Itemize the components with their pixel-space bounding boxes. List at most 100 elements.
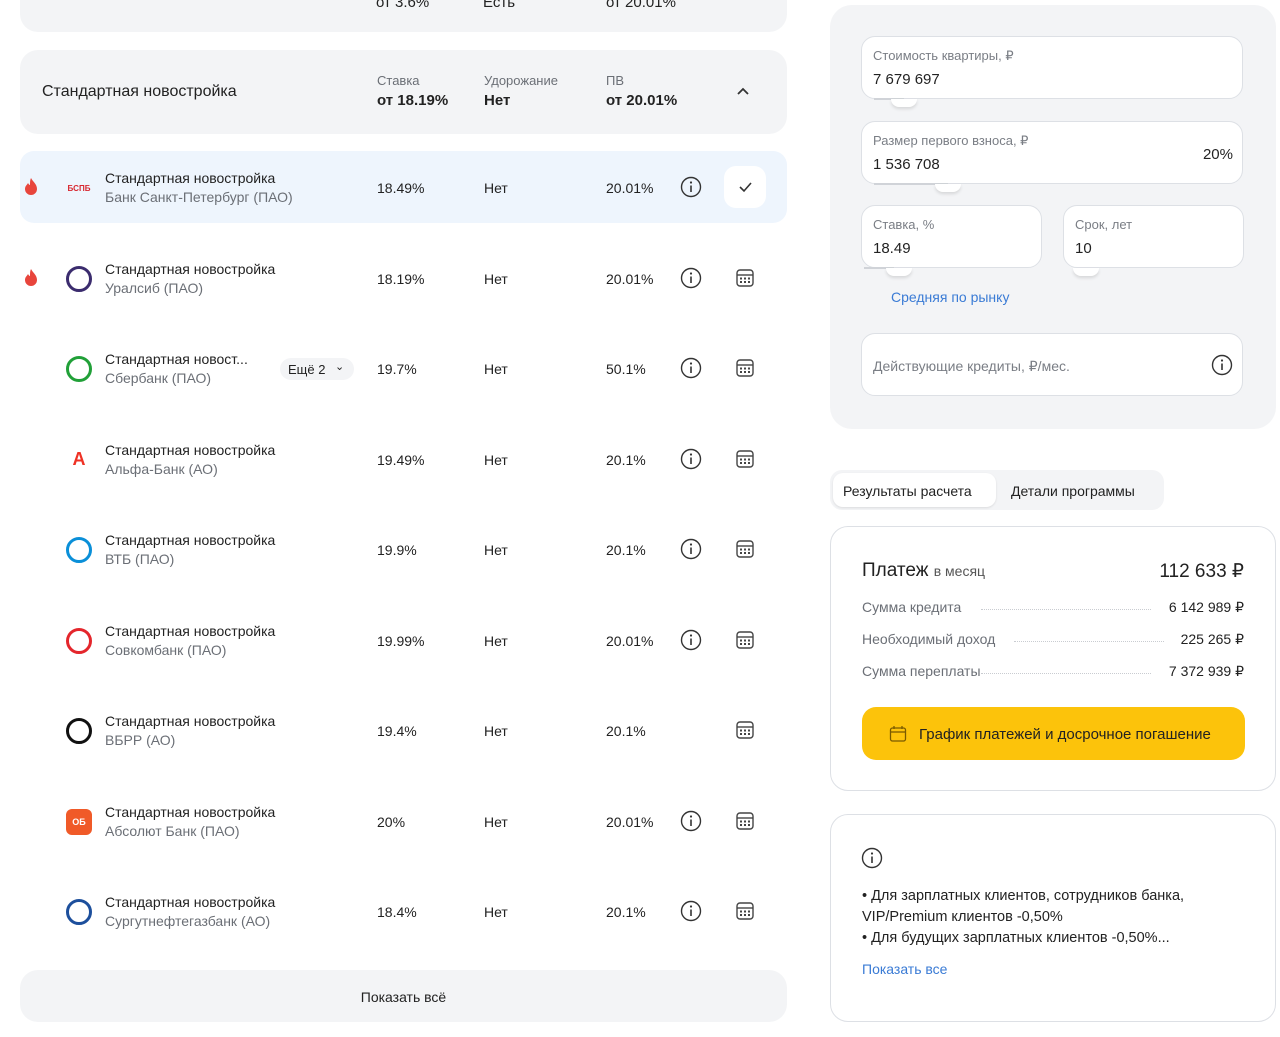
result-value: 7 372 939 ₽ [1168,663,1244,679]
offer-row[interactable]: Стандартная новостройка ВТБ (ПАО) 19.9% Нет… [20,513,787,585]
slider-thumb[interactable] [886,268,912,276]
calculator-form: Стоимость квартиры, ₽ 7 679 697 Размер п… [830,5,1276,429]
selected-button[interactable] [724,166,766,208]
bank-logo [66,718,92,744]
offer-row[interactable]: ОБ Стандартная новостройка Абсолют Банк (П… [20,785,787,857]
rate: от 18.19% [377,92,449,109]
calculator-icon-svg [736,630,754,649]
calculator-icon[interactable] [734,629,756,651]
collapse-chevron[interactable] [736,86,750,96]
calculator-icon[interactable] [734,267,756,289]
pv: 50.1% [606,361,646,377]
pv: 20.01% [606,813,654,830]
bank-name: ВТБ (ПАО) [105,551,175,567]
field-label: Ставка, % [873,217,935,232]
calculator-icon[interactable] [734,810,756,832]
price-field[interactable]: Стоимость квартиры, ₽ 7 679 697 [861,36,1243,99]
bank-name: Совкомбанк (ПАО) [105,641,227,658]
bank-logo [66,627,92,654]
offer-row[interactable]: Стандартная новостройка ВБРР (АО) 19.4% Нет… [20,694,787,766]
group-title: Стандартная новостройка [42,83,237,100]
rate: 18.49% [377,180,425,196]
result-value: 6 142 989 ₽ [1168,599,1244,615]
offer-row[interactable]: А Стандартная новостройка Альфа-Банк (АО) 1… [20,423,787,495]
result-label: Сумма переплаты [862,663,981,679]
show-all-link[interactable]: Показать все [862,961,948,977]
field-label: Срок, лет [1075,217,1133,232]
bank-name: Абсолют Банк (ПАО) [105,822,240,839]
info-icon[interactable] [680,448,702,470]
bank-logo [66,537,92,563]
info-icon-svg [680,538,702,560]
rate: 19.99% [377,632,425,649]
field-label: Действующие кредиты, ₽/мес. [873,358,1070,374]
info-icon[interactable] [1211,354,1233,376]
info-icon[interactable] [680,629,702,651]
markup: Нет [484,904,508,920]
calculator-icon[interactable] [734,448,756,470]
field-value: 10 [1075,240,1092,257]
rate: 19.9% [377,542,417,558]
info-icon[interactable] [680,357,702,379]
offer-row[interactable]: Стандартная новостройка Совкомбанк (ПАО) 1… [20,604,787,676]
credits-field[interactable]: Действующие кредиты, ₽/мес. [861,333,1243,396]
payment-title-suffix: в месяц [933,563,986,579]
program-name: Стандартная новостройка [105,532,276,548]
pv: 20.1% [606,451,646,468]
slider-thumb[interactable] [1073,268,1099,276]
tab[interactable]: Детали программы [1000,473,1160,507]
show-all-button[interactable]: Показать всё [20,970,787,1022]
offer-row[interactable]: БСПБ Стандартная новостройка Банк Санкт-Пе… [20,151,787,223]
info-icon[interactable] [680,900,702,922]
info-icon-svg [680,810,702,831]
offer-row[interactable]: Стандартная новостройка Сургутнефтегазбан… [20,875,787,947]
program-name: Стандартная новостройка [105,894,276,910]
rate-field[interactable]: Ставка, % 18.49 [861,205,1042,268]
pv: 20.1% [606,723,646,739]
calculator-icon[interactable] [734,357,756,379]
result-label: Необходимый доход [862,631,996,647]
calculator-icon-svg [736,721,754,739]
field-value: 18.49 [873,240,911,257]
pv: 20.1% [606,904,646,920]
markup: Нет [484,92,511,109]
calculator-icon-svg [736,811,754,830]
rate: 19.49% [377,451,425,468]
info-icon[interactable] [680,810,702,832]
tab-active[interactable]: Результаты расчета [833,473,996,507]
payment-value: 112 633 ₽ [1159,561,1244,582]
slider-thumb[interactable] [891,99,917,107]
payment-title-text: Платеж [862,560,929,581]
offer-row[interactable]: Стандартная новостройка Уралсиб (ПАО) 18.1… [20,242,787,314]
more-chip[interactable]: Ещё 2 ⌄ [280,358,354,380]
pv: от 20.01% [606,0,676,11]
program-name: Стандартная новост... [105,351,248,367]
info-icon[interactable] [680,538,702,560]
tab-label: Результаты расчета [843,483,972,499]
calculator-icon[interactable] [734,719,756,741]
term-field[interactable]: Срок, лет 10 [1063,205,1244,268]
slider-thumb[interactable] [935,184,961,192]
prev-group-card[interactable]: от 3.6% Есть от 20.01% [20,0,787,32]
pv: 20.1% [606,542,646,558]
calculator-icon-svg [736,268,754,287]
calculator-icon[interactable] [734,538,756,560]
info-icon[interactable] [680,176,702,198]
field-label: Стоимость квартиры, ₽ [873,48,1014,63]
down-payment-field[interactable]: Размер первого взноса, ₽ 1 536 708 20% [861,121,1243,184]
bank-name: Уралсиб (ПАО) [105,279,204,296]
bank-logo: ОБ [66,808,92,835]
schedule-button[interactable]: График платежей и досрочное погашение [862,707,1245,760]
program-name: Стандартная новостройка [105,803,276,820]
group-card[interactable]: Стандартная новостройка Ставка от 18.19%… [20,50,787,134]
markup: Нет [484,180,508,196]
rate: 18.19% [377,270,425,287]
bank-logo [66,899,92,925]
info-icon[interactable] [680,267,702,289]
calculator-icon[interactable] [734,900,756,922]
offer-row[interactable]: Стандартная новост... Сбербанк (ПАО) Ещё 2… [20,332,787,404]
markup: Нет [484,451,508,468]
market-rate-link[interactable]: Средняя по рынку [891,289,1010,305]
info-icon-svg [680,448,702,469]
field-value: 7 679 697 [873,71,940,88]
